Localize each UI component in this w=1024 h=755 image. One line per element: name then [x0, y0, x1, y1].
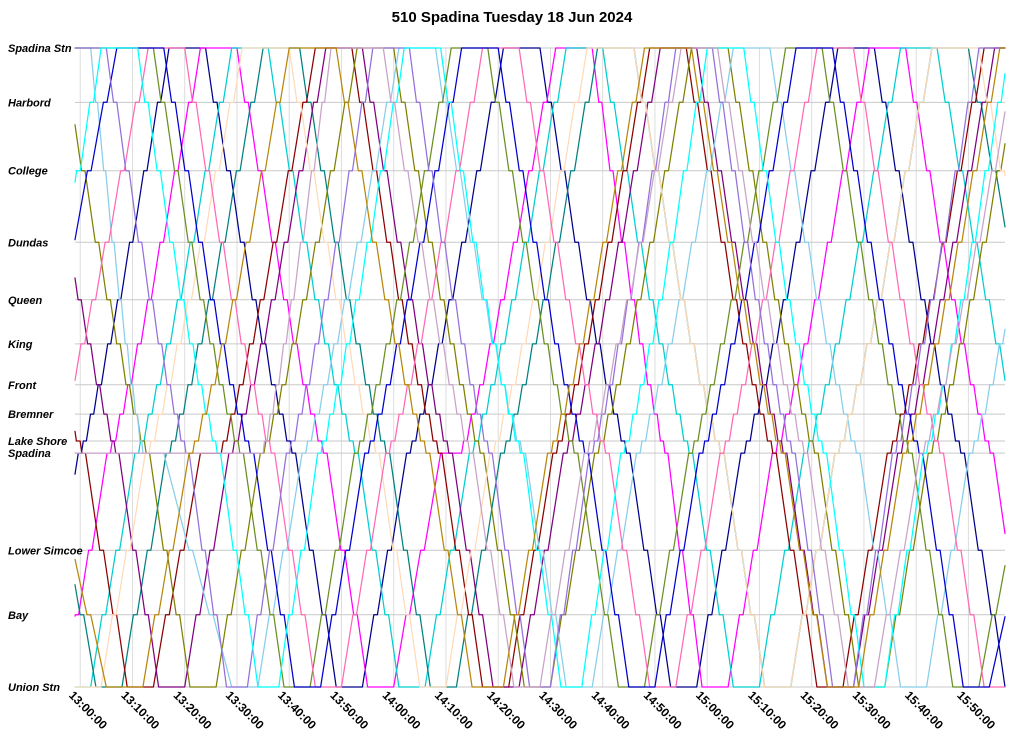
trajectory-run-01	[74, 47, 1006, 688]
x-tick-label: 13:50:00	[327, 688, 371, 732]
trajectory-run-05	[74, 47, 1006, 688]
station-label: King	[8, 339, 33, 351]
x-tick-label: 14:30:00	[536, 688, 580, 732]
trajectory-run-11	[74, 47, 1006, 688]
time-tick-labels: 13:00:00 13:10:00 13:20:00 13:30:00 13:40:00…	[66, 688, 998, 732]
trajectory-run-16	[74, 47, 1006, 688]
trajectory-run-06	[74, 47, 1006, 688]
trajectory-run-10	[74, 47, 1006, 688]
trajectory-run-03	[74, 47, 1006, 688]
x-tick-label: 15:30:00	[850, 688, 894, 732]
x-tick-label: 15:50:00	[954, 688, 998, 732]
horizontal-gridlines	[75, 47, 1005, 688]
station-label: Dundas	[8, 237, 48, 249]
station-label: Bremner	[8, 409, 54, 421]
station-label: Queen	[8, 295, 43, 307]
trajectory-run-15	[74, 47, 1006, 688]
station-labels: Spadina Stn Harbord College Dundas Queen King…	[8, 43, 83, 694]
trajectory-run-14	[74, 47, 1006, 688]
trajectory-run-07	[74, 47, 1006, 688]
station-label: Union Stn	[8, 682, 60, 694]
x-tick-label: 15:10:00	[745, 688, 789, 732]
x-tick-label: 14:20:00	[484, 688, 528, 732]
station-label: Spadina Stn	[8, 43, 72, 55]
station-label: Bay	[8, 610, 29, 622]
x-tick-label: 15:40:00	[902, 688, 946, 732]
station-label: Lower Simcoe	[8, 545, 83, 557]
trajectory-run-08	[74, 47, 1006, 688]
trajectory-run-04	[74, 47, 1006, 688]
trajectory-run-13	[74, 47, 1006, 688]
x-tick-label: 13:20:00	[171, 688, 215, 732]
trajectory-run-09	[74, 47, 1006, 688]
x-tick-label: 14:00:00	[380, 688, 424, 732]
x-tick-label: 13:00:00	[66, 688, 110, 732]
trajectory-run-12	[74, 47, 1006, 688]
station-label: Harbord	[8, 97, 51, 109]
x-tick-label: 13:30:00	[223, 688, 267, 732]
station-label: Spadina	[8, 448, 51, 460]
x-tick-label: 14:40:00	[589, 688, 633, 732]
x-tick-label: 14:50:00	[641, 688, 685, 732]
trajectory-run-02	[74, 47, 1006, 688]
station-label: Lake Shore	[8, 436, 67, 448]
x-tick-label: 13:40:00	[275, 688, 319, 732]
station-label: Front	[8, 380, 37, 392]
x-tick-label: 15:00:00	[693, 688, 737, 732]
trajectories	[74, 47, 1006, 688]
x-tick-label: 14:10:00	[432, 688, 476, 732]
x-tick-label: 13:10:00	[118, 688, 162, 732]
station-label: College	[8, 166, 48, 178]
x-tick-label: 15:20:00	[798, 688, 842, 732]
chart-title: 510 Spadina Tuesday 18 Jun 2024	[391, 9, 633, 26]
